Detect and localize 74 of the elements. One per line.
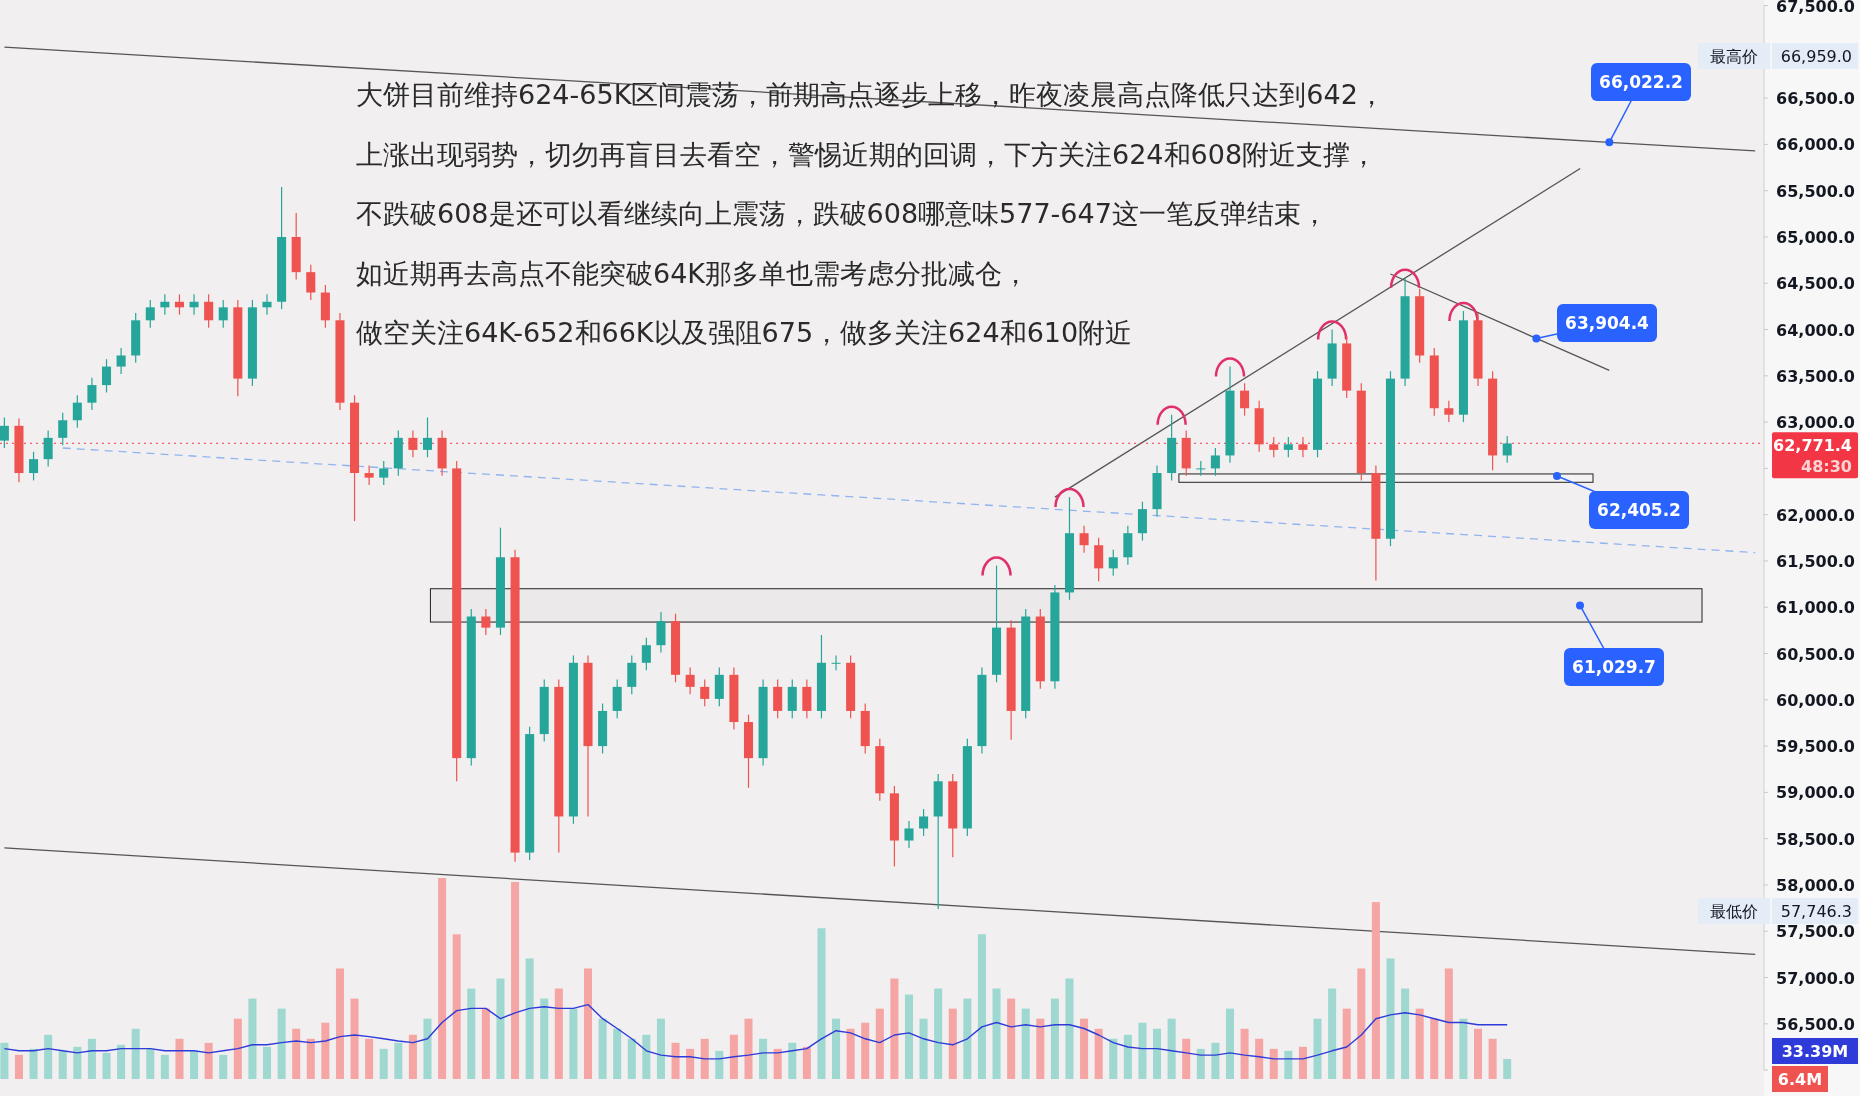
candlestick [1269,436,1279,458]
candlestick [1444,400,1454,423]
candlestick [408,429,418,458]
candlestick [1298,436,1308,458]
y-tick-label: 63,500.0 [1776,366,1855,386]
candlestick [87,377,97,411]
candlestick [0,416,9,449]
y-tick-label: 66,000.0 [1776,135,1855,155]
y-tick-label: 58,000.0 [1776,875,1855,895]
candlestick [306,264,316,301]
data-label: 63,904.4 [1565,313,1650,333]
candlestick [218,299,228,329]
candlestick [145,299,155,329]
text: 6.4M [1777,1070,1823,1089]
candlestick [422,416,433,458]
y-tick-label: 60,500.0 [1776,644,1855,664]
y-tick-label: 66,500.0 [1776,89,1855,109]
candlestick [1079,525,1089,554]
candlestick [1108,549,1118,577]
candlestick [116,347,126,375]
y-tick-label: 63,000.0 [1776,413,1855,433]
annotation: 最低价 [1710,902,1758,921]
candlestick [831,654,841,671]
candlestick [481,608,491,636]
annotation: 如近期再去高点不能突破64K那多单也需考虑分批减仓， [356,257,1030,289]
y-tick-label: 56,500.0 [1776,1014,1855,1034]
candlestick [174,293,184,316]
candlestick [160,293,170,316]
candlestick [101,358,112,394]
y-tick-label: 67,500.0 [1776,0,1855,16]
text: 33.39M [1781,1042,1849,1061]
candlestick [919,808,929,837]
candlestick [685,666,695,695]
text: 57,746.3 [1780,902,1852,921]
data-label: 66,022.2 [1599,72,1683,92]
y-tick-label: 61,000.0 [1776,598,1855,618]
candlestick [58,412,68,446]
candlestick [72,394,82,429]
candlestick [43,429,53,468]
annotation: 做空关注64K-652和66K以及强阻675，做多关注624和610附近 [356,317,1133,348]
candlestick [1240,382,1250,417]
y-tick-label: 57,500.0 [1776,922,1855,942]
y-tick-label: 59,500.0 [1776,737,1855,757]
annotation: 不跌破608是还可以看继续向上震荡，跌破608哪意味577-647这一笔反弹结束， [356,198,1328,229]
candlestick [1094,537,1104,582]
y-tick-label: 64,000.0 [1776,320,1855,340]
y-tick-label: 61,500.0 [1776,551,1855,571]
candlestick [641,637,651,671]
candlestick [1502,435,1512,464]
y-tick-label: 65,000.0 [1776,227,1855,247]
y-tick-label: 59,000.0 [1776,783,1855,803]
candlestick [364,465,374,486]
y-tick-label: 64,500.0 [1776,274,1855,294]
band-label: 62,405.2 [1597,500,1681,520]
candlestick [189,293,199,316]
annotation: 上涨出现弱势，切勿再盲目去看空，警惕近期的回调，下方关注624和608附近支撑， [356,138,1378,170]
annotation: 最高价 [1710,47,1758,66]
y-tick-label: 60,000.0 [1776,690,1855,710]
candlestick [904,820,914,849]
candlestick [1283,436,1293,458]
text: 66,959.0 [1780,47,1852,66]
candlestick [204,293,214,329]
band-label: 61,029.7 [1572,657,1656,677]
y-tick-label: 65,500.0 [1776,181,1855,201]
ref-line-label: 62,771.4 [1773,436,1852,456]
text: 48:30 [1801,457,1852,477]
candlestick [29,451,39,482]
candlestick [262,293,272,316]
y-tick-label: 57,000.0 [1776,968,1855,988]
y-tick-label: 58,500.0 [1776,829,1855,849]
candlestick [700,678,710,707]
candlestick [1210,447,1220,477]
candlestick [379,460,389,486]
y-tick-label: 62,000.0 [1776,505,1855,525]
